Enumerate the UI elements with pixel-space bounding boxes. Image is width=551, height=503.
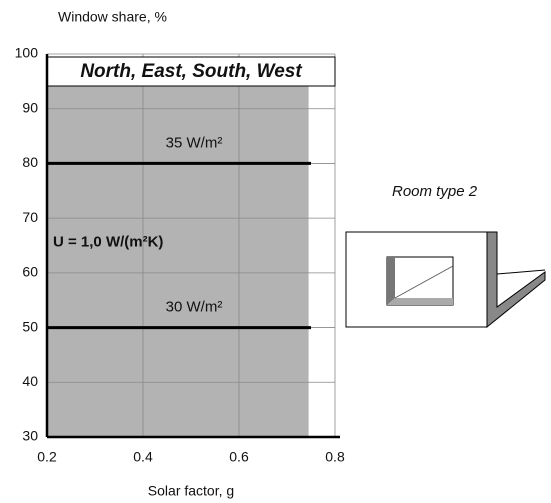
x-tick-label: 0.2 [37,449,57,465]
x-tick-label: 0.4 [133,449,153,465]
line-label: 35 W/m² [166,134,223,151]
x-axis-title: Solar factor, g [148,483,234,499]
y-tick-label: 100 [15,45,39,61]
window-reveal [387,257,395,305]
room-label: Room type 2 [392,183,478,200]
annotation: U = 1,0 W/(m²K) [53,234,163,251]
feasible-region [47,84,309,437]
plot-area: 30 40 50 60 70 80 90 100 0.2 0.4 0.6 0.8 North, East… [15,45,345,465]
y-tick-label: 80 [22,154,38,170]
y-axis-title: Window share, % [58,9,167,25]
y-tick-label: 30 [22,428,38,444]
x-tick-label: 0.8 [325,449,345,465]
room-side [486,231,546,329]
y-tick-label: 60 [22,264,38,280]
y-tick-label: 90 [22,99,38,115]
room-edge [496,269,546,275]
y-tick-label: 50 [22,318,38,334]
y-tick-label: 70 [22,209,38,225]
room-illustration: Room type 2 [345,183,546,329]
x-tick-label: 0.6 [229,449,249,465]
chart-title: North, East, South, West [80,61,302,82]
y-tick-label: 40 [22,373,38,389]
window-line [394,265,454,299]
window-sill [387,298,453,305]
window [386,256,454,306]
line-label: 30 W/m² [166,299,223,316]
